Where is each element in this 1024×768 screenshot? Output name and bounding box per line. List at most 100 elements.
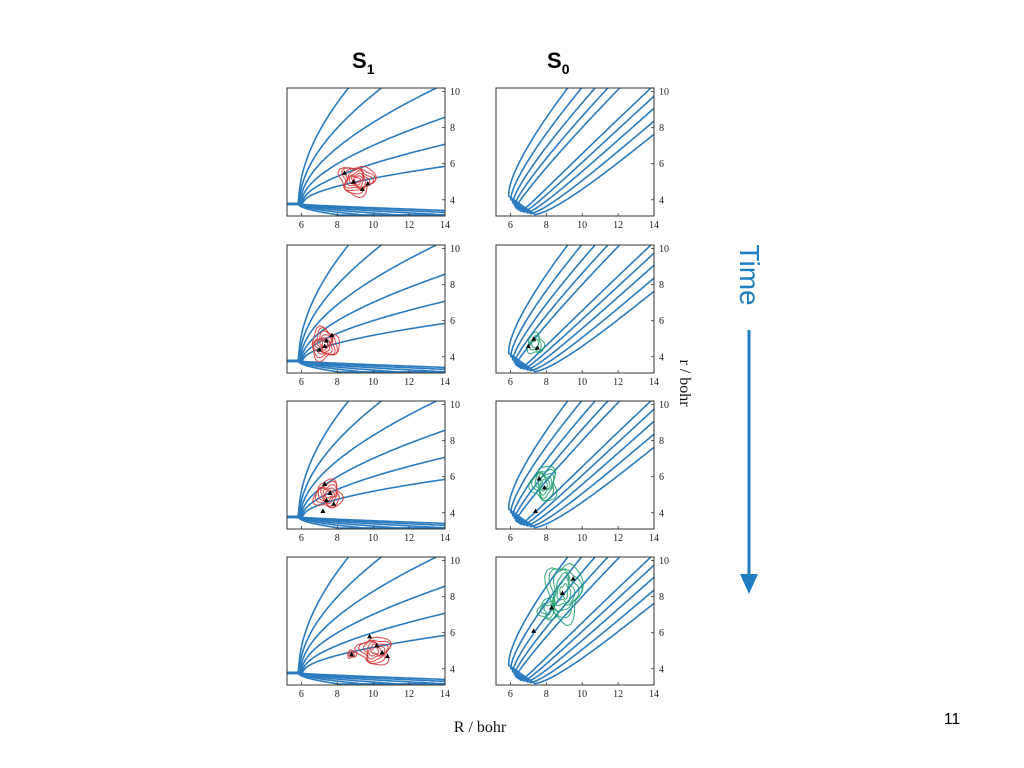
x-tick-label: 6 [508,533,513,544]
trajectory-marker [365,181,371,186]
x-tick-label: 6 [508,377,513,388]
y-tick-label: 10 [659,87,669,98]
y-tick-label: 6 [450,316,455,327]
panel-frame [286,87,446,217]
s1-potential-contour [287,612,445,683]
trajectory-marker [559,590,565,596]
s1-wavepacket-contour [320,487,337,505]
s1-potential-contour [287,401,445,529]
y-axis-label: r / bohr [676,359,693,407]
trajectory-marker [359,186,365,191]
panel-plot-area [287,401,445,529]
s0-wavepacket-contour [559,582,569,600]
s1-potential-contour [287,88,445,216]
s0-wavepacket-contour [539,475,551,492]
x-tick-label: 8 [335,533,340,544]
s1-wavepacket-contour [350,175,364,186]
y-tick-label: 4 [450,352,455,363]
x-tick-label: 10 [577,377,587,388]
y-tick-label: 10 [450,400,460,411]
s0-potential-contour [507,401,654,529]
x-tick-label: 8 [335,689,340,700]
s0-potential-contour [514,88,653,213]
x-tick-label: 10 [577,533,587,544]
x-tick-label: 12 [404,377,414,388]
y-tick-label: 6 [659,472,664,483]
y-tick-label: 4 [659,664,664,675]
trajectory-marker [316,347,322,352]
x-tick-label: 8 [335,220,340,231]
s0-wavepacket-contour [528,465,558,502]
x-tick-label: 12 [404,220,414,231]
panel-s1-1: 6 8 10 12 14 10 8 6 4 [286,87,460,231]
s1-wavepacket-contour [322,488,336,502]
s1-potential-contour [287,585,445,685]
x-tick-label: 10 [577,220,587,231]
column-header-s1: S1 [352,48,375,77]
s0-wavepacket-contour [539,600,555,620]
s1-potential-contour [287,322,445,369]
trajectory-marker [379,650,385,655]
s1-potential-contour [287,245,445,373]
s0-wavepacket-contour [534,471,555,500]
y-tick-label: 6 [450,472,455,483]
x-tick-label: 8 [335,377,340,388]
y-tick-label: 4 [659,352,664,363]
panel-plot-area [287,88,445,216]
y-tick-label: 10 [659,244,669,255]
y-tick-label: 8 [659,123,664,134]
s1-potential-contour [287,165,445,212]
x-tick-label: 8 [544,689,549,700]
s1-wavepacket-contour [357,639,392,665]
trajectory-marker [341,170,347,175]
trajectory-marker [349,651,355,657]
s1-potential-contour [287,401,445,529]
x-tick-label: 14 [649,533,659,544]
s1-potential-contour [287,634,445,681]
x-tick-label: 6 [508,689,513,700]
trajectory-marker [350,179,356,184]
s1-potential-contour [287,300,445,371]
s0-wavepacket-contour [530,468,556,502]
panel-s1-2: 6 8 10 12 14 10 8 6 4 [286,244,460,388]
x-tick-label: 6 [508,220,513,231]
time-label: Time [734,244,765,305]
panel-frame [286,244,446,374]
s1-potential-contour [287,429,445,529]
x-tick-label: 14 [440,220,450,231]
y-tick-label: 10 [450,244,460,255]
s1-wavepacket-contour [347,649,358,659]
y-tick-label: 4 [450,195,455,206]
x-tick-label: 12 [613,220,623,231]
s1-potential-contour [287,557,445,685]
panel-s0-4: 6 8 10 12 14 10 8 6 4 [495,556,669,700]
panel-frame [495,556,655,686]
s0-potential-contour [509,401,654,528]
s0-potential-contour [513,557,654,683]
panel-frame [286,400,446,530]
x-tick-label: 12 [613,533,623,544]
y-tick-label: 8 [450,592,455,603]
panel-s0-2: 6 8 10 12 14 10 8 6 4 [495,244,669,388]
s1-potential-contour [287,273,445,373]
y-tick-label: 10 [659,556,669,567]
s0-potential-contour [511,88,654,214]
s0-potential-contour [514,401,653,526]
y-tick-label: 8 [659,436,664,447]
s0-wavepacket-contour [553,571,576,606]
trajectory-marker [322,481,328,486]
x-tick-label: 14 [440,689,450,700]
x-axis-label: R / bohr [454,719,507,736]
x-tick-label: 8 [544,220,549,231]
trajectory-marker [329,332,335,338]
s0-potential-contour [514,557,653,682]
x-tick-label: 6 [299,689,304,700]
s1-potential-contour [287,143,445,214]
x-tick-label: 12 [404,533,414,544]
s1-wavepacket-contour [370,646,380,655]
trajectory-marker [533,508,538,513]
y-tick-label: 4 [450,508,455,519]
y-tick-label: 6 [450,159,455,170]
s1-potential-contour [287,557,445,685]
trajectory-marker [531,336,537,341]
